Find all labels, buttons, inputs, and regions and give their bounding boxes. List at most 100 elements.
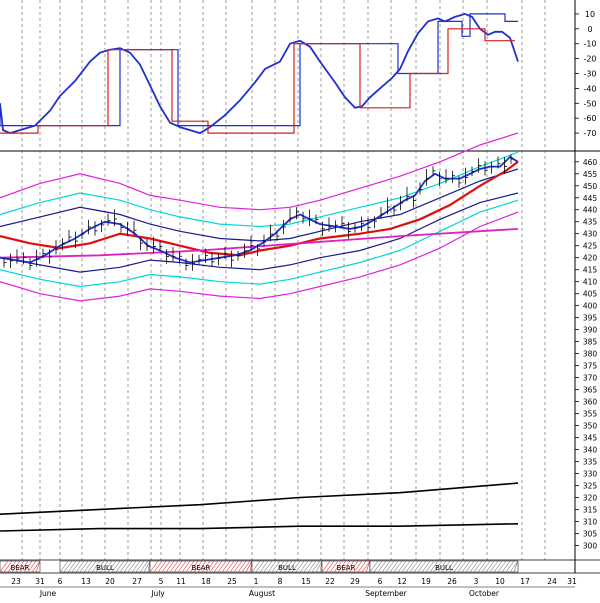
phase-hatch: [369, 560, 379, 573]
phase-hatch: [385, 560, 395, 573]
phase-hatch: [165, 560, 175, 573]
x-day-label-9: 25: [227, 577, 237, 586]
price-tick-label-13: 395: [583, 314, 598, 323]
phase-hatch: [0, 560, 9, 573]
phase-hatch: [353, 560, 363, 573]
phase-hatch: [67, 560, 77, 573]
phase-hatch: [87, 560, 97, 573]
phase-hatch: [233, 560, 243, 573]
osc-tick-label-7: -60: [583, 114, 596, 123]
x-day-label-7: 11: [176, 577, 186, 586]
phase-hatch: [473, 560, 483, 573]
price-tick-label-23: 345: [583, 434, 598, 443]
x-month-label-2: August: [249, 589, 275, 598]
phase-label-5: BULL: [435, 564, 453, 572]
phase-hatch: [181, 560, 191, 573]
phase-hatch: [249, 560, 253, 573]
phase-block-5: BULL: [369, 560, 519, 573]
phase-hatch: [405, 560, 415, 573]
x-day-label-2: 6: [58, 577, 63, 586]
x-day-label-22: 24: [547, 577, 557, 586]
phase-hatch: [513, 560, 519, 573]
phase-hatch: [389, 560, 399, 573]
phase-hatch: [325, 560, 335, 573]
phase-label-0: BEAR: [11, 564, 30, 572]
price-tick-label-16: 380: [583, 350, 598, 359]
price-tick-label-31: 305: [583, 529, 598, 538]
price-tick-label-7: 425: [583, 242, 598, 251]
phase-hatch: [357, 560, 367, 573]
price-tick-label-26: 330: [583, 469, 598, 478]
price-tick-label-18: 370: [583, 374, 598, 383]
phase-block-4: BEAR: [321, 560, 371, 573]
phase-hatch: [79, 560, 89, 573]
phase-hatch: [373, 560, 383, 573]
phase-hatch: [485, 560, 495, 573]
phase-hatch: [99, 560, 109, 573]
price-tick-label-4: 440: [583, 206, 598, 215]
phase-hatch: [173, 560, 183, 573]
phase-hatch: [279, 560, 289, 573]
phase-hatch: [75, 560, 85, 573]
price-tick-label-2: 450: [583, 182, 598, 191]
price-tick-label-21: 355: [583, 410, 598, 419]
phase-hatch: [209, 560, 219, 573]
phase-hatch: [27, 560, 37, 573]
phase-hatch: [333, 560, 343, 573]
phase-hatch: [409, 560, 419, 573]
phase-hatch: [283, 560, 293, 573]
price-tick-label-17: 375: [583, 362, 598, 371]
phase-hatch: [149, 560, 159, 573]
price-tick-label-14: 390: [583, 326, 598, 335]
phase-hatch: [127, 560, 137, 573]
price-tick-label-19: 365: [583, 386, 598, 395]
phase-hatch: [83, 560, 93, 573]
price-series-line-5: [0, 199, 519, 288]
phase-hatch: [245, 560, 253, 573]
phase-hatch: [397, 560, 407, 573]
phase-hatch: [131, 560, 141, 573]
phase-hatch: [221, 560, 231, 573]
phase-hatch: [259, 560, 269, 573]
phase-hatch: [509, 560, 519, 573]
osc-tick-label-1: 0: [587, 25, 592, 34]
price-tick-label-9: 415: [583, 266, 598, 275]
phase-hatch: [135, 560, 145, 573]
phase-hatch: [303, 560, 313, 573]
phase-block-1: BULL: [59, 560, 151, 573]
price-tick-label-29: 315: [583, 505, 598, 514]
phase-hatch: [453, 560, 463, 573]
phase-hatch: [229, 560, 239, 573]
x-day-label-8: 18: [201, 577, 211, 586]
phase-hatch: [7, 560, 17, 573]
phase-hatch: [169, 560, 179, 573]
price-tick-label-3: 445: [583, 194, 598, 203]
phase-hatch: [433, 560, 443, 573]
phase-block-0: BEAR: [0, 560, 41, 573]
phase-hatch: [241, 560, 251, 573]
price-series-line-1: [0, 151, 519, 228]
x-day-label-1: 31: [35, 577, 45, 586]
phase-hatch: [349, 560, 359, 573]
phase-hatch: [489, 560, 499, 573]
phase-hatch: [319, 560, 323, 573]
phase-hatch: [393, 560, 403, 573]
price-tick-label-10: 410: [583, 278, 598, 287]
price-tick-label-0: 460: [583, 158, 598, 167]
phase-hatch: [255, 560, 265, 573]
phase-hatch: [413, 560, 423, 573]
phase-hatch: [217, 560, 227, 573]
phase-hatch: [449, 560, 459, 573]
osc-series-line-0: [0, 12, 519, 135]
price-series-line-2: [0, 168, 519, 242]
phase-hatch: [437, 560, 447, 573]
x-day-label-16: 12: [397, 577, 407, 586]
price-tick-label-12: 400: [583, 302, 598, 311]
phase-hatch: [441, 560, 451, 573]
osc-series-line-2: [0, 28, 515, 134]
phase-hatch: [505, 560, 515, 573]
price-tick-label-22: 350: [583, 422, 598, 431]
phase-hatch: [337, 560, 347, 573]
phase-hatch: [205, 560, 215, 573]
